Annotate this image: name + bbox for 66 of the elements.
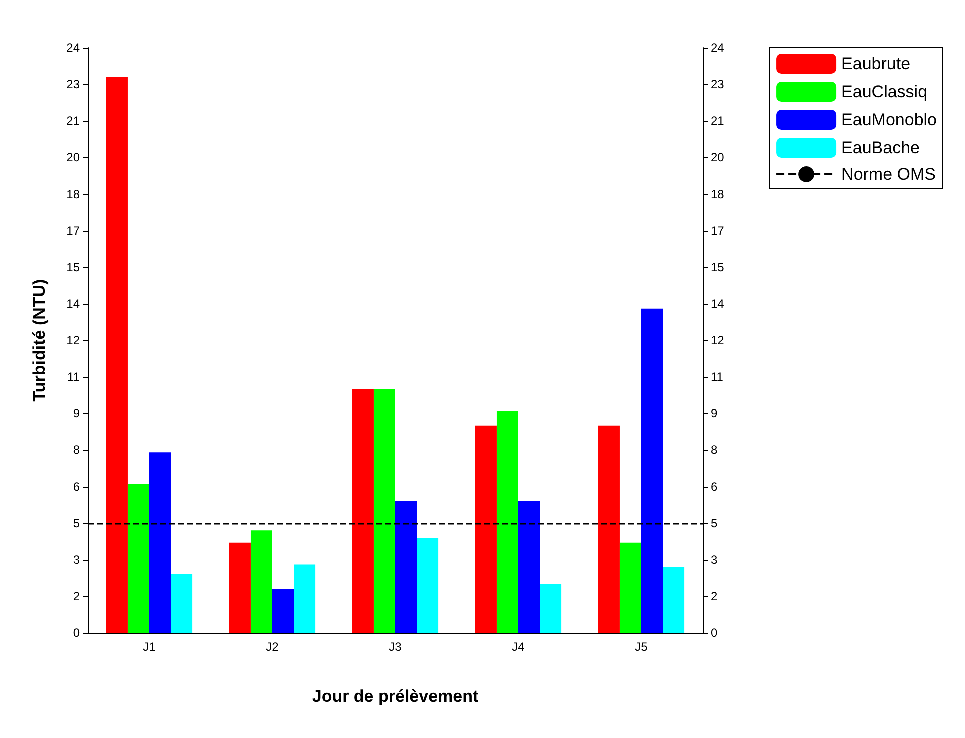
- y2-tick-label: 6: [711, 480, 718, 494]
- y2-tick-label: 11: [711, 370, 724, 384]
- x-tick-label: J4: [512, 640, 526, 654]
- bar: [272, 589, 294, 633]
- bar: [106, 77, 128, 633]
- bar: [128, 484, 150, 633]
- y-tick-label: 12: [66, 334, 80, 348]
- y2-tick-label: 24: [711, 41, 725, 55]
- y2-tick-label: 15: [711, 260, 725, 274]
- y-tick-label: 15: [66, 260, 80, 274]
- y-tick-label: 2: [73, 589, 80, 604]
- bar: [518, 501, 540, 633]
- bar: [352, 389, 374, 633]
- y-tick-label: 18: [66, 187, 80, 202]
- y2-tick-label: 5: [711, 516, 718, 530]
- y2-tick-label: 12: [711, 334, 725, 348]
- bar: [540, 584, 562, 633]
- legend-label: EauBache: [842, 138, 920, 158]
- y-tick-label: 8: [73, 443, 80, 458]
- y2-tick-label: 9: [711, 406, 718, 421]
- bar: [642, 308, 664, 633]
- y2-tick-label: 23: [711, 78, 725, 92]
- y-tick-label: 9: [73, 406, 80, 421]
- y-tick-label: 17: [66, 224, 80, 238]
- y2-tick-label: 14: [711, 296, 725, 311]
- bar: [229, 542, 251, 633]
- bar: [417, 538, 439, 633]
- y-tick-label: 14: [66, 296, 80, 311]
- y-tick-label: 20: [66, 150, 80, 165]
- x-tick-label: J5: [635, 640, 648, 654]
- y2-tick-label: 0: [711, 626, 718, 640]
- legend-label: EauMonoblo: [842, 110, 938, 130]
- bar: [396, 501, 418, 633]
- y-tick-label: 21: [66, 114, 80, 128]
- bar: [171, 574, 193, 633]
- bar: [294, 564, 316, 633]
- y2-tick-label: 2: [711, 589, 718, 604]
- bar: [150, 452, 172, 633]
- y2-tick-label: 20: [711, 150, 725, 165]
- y-tick-label: 24: [66, 41, 80, 55]
- y-tick-label: 11: [68, 370, 80, 384]
- y2-tick-label: 8: [711, 443, 718, 458]
- x-tick-label: J2: [266, 640, 280, 654]
- legend-label: Norme OMS: [842, 165, 936, 184]
- bar: [475, 426, 497, 633]
- y-tick-label: 3: [73, 552, 80, 567]
- y-tick-label: 5: [73, 516, 80, 530]
- y2-tick-label: 17: [711, 224, 725, 238]
- x-axis-title: Jour de prélèvement: [312, 687, 479, 706]
- legend-label: EauClassiq: [842, 82, 928, 102]
- x-tick-label: J3: [389, 640, 402, 654]
- bar: [663, 567, 685, 633]
- y2-tick-label: 18: [711, 187, 725, 202]
- y-tick-label: 23: [66, 78, 80, 92]
- y2-tick-label: 3: [711, 552, 718, 567]
- bar: [598, 426, 620, 633]
- y-tick-label: 6: [73, 480, 80, 494]
- y2-tick-label: 21: [711, 114, 725, 128]
- legend-label: Eaubrute: [842, 54, 911, 74]
- bar: [496, 411, 518, 633]
- bar: [250, 530, 272, 633]
- bar: [620, 542, 642, 633]
- y-tick-label: 0: [73, 626, 80, 640]
- y-axis-title: Turbidité (NTU): [30, 279, 49, 402]
- bar: [374, 389, 396, 633]
- x-tick-label: J1: [143, 640, 156, 654]
